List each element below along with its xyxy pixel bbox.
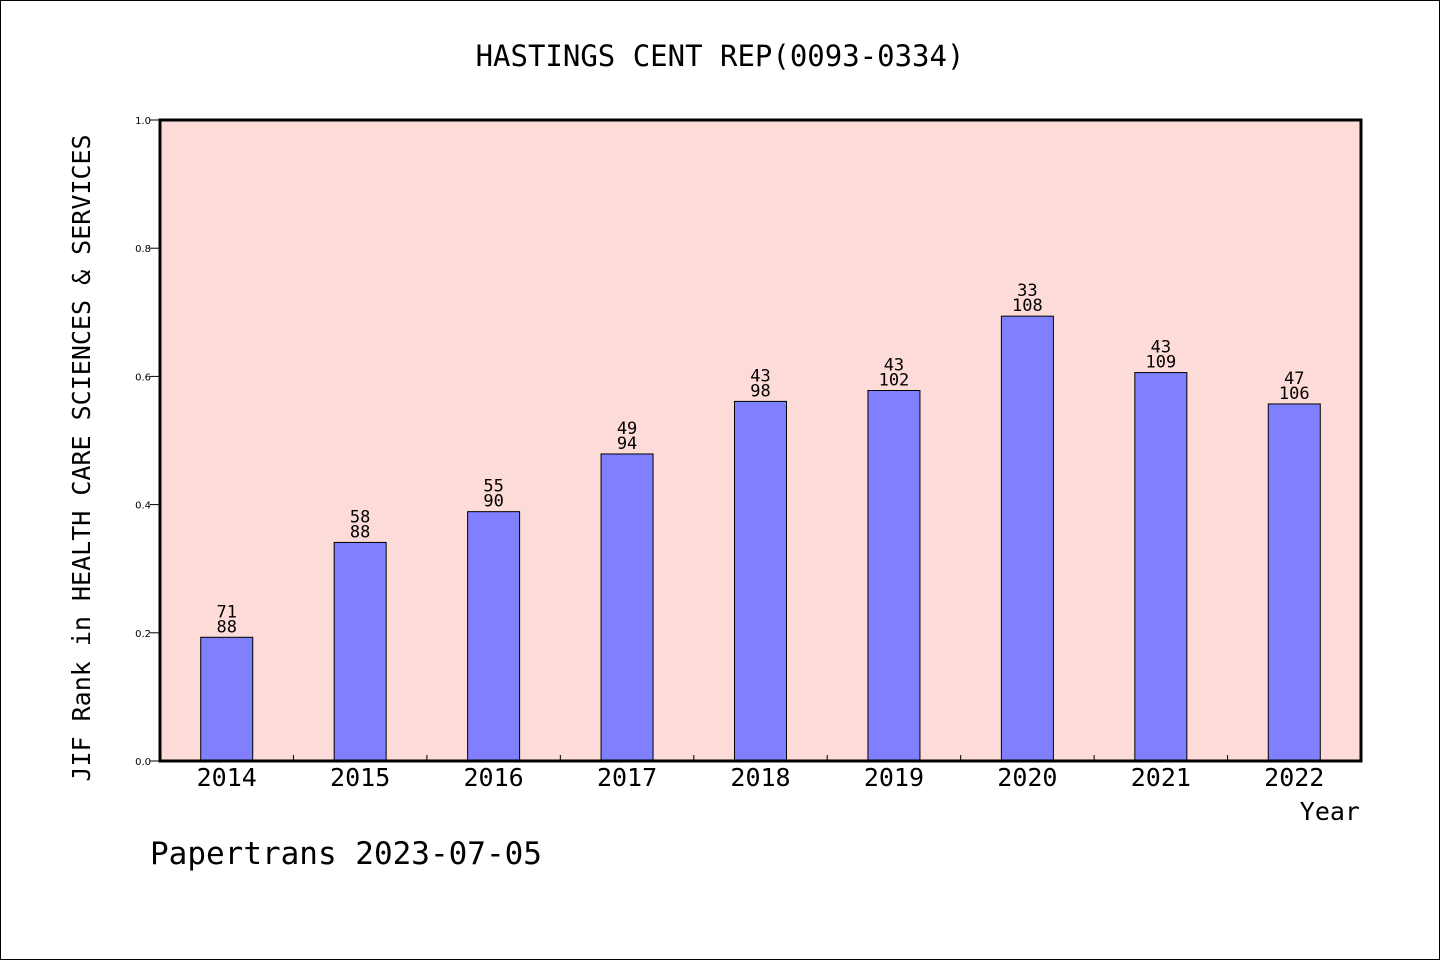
bar — [333, 541, 387, 762]
bar-rank-label: 47 — [1284, 369, 1304, 389]
y-tick-label: 0.8 — [135, 244, 151, 255]
bar-total-label: 98 — [750, 381, 770, 401]
bar — [200, 636, 254, 762]
bar — [1134, 372, 1188, 762]
bar — [1267, 403, 1321, 762]
y-tick-label: 1.0 — [135, 116, 151, 127]
bar-total-label: 108 — [1012, 296, 1043, 316]
bar-rank-label: 71 — [216, 602, 236, 622]
bar-total-label: 88 — [216, 617, 236, 637]
y-axis: 0.0 0.2 0.4 0.6 0.8 1.0 — [135, 116, 160, 768]
x-tick-label: 2021 — [1131, 763, 1191, 792]
chart-title: HASTINGS CENT REP(0093-0334) — [476, 39, 965, 73]
plot-border — [158, 118, 1363, 763]
y-tick-label: 0.2 — [135, 629, 151, 640]
y-tick-label: 0.6 — [135, 372, 151, 383]
bar-rank-label: 33 — [1017, 281, 1037, 301]
bar-total-label: 106 — [1279, 384, 1310, 404]
bar-total-label: 90 — [483, 492, 503, 512]
y-tick-label: 0.4 — [135, 501, 151, 512]
x-tick-label: 2015 — [330, 763, 390, 792]
x-tick-label: 2014 — [197, 763, 257, 792]
bar-rank-label: 49 — [617, 419, 637, 439]
x-tick-label: 2019 — [864, 763, 924, 792]
x-axis: 2014 2015 2016 2017 2018 2019 2020 2021 2022 — [197, 755, 1324, 792]
bar-rank-label: 58 — [350, 507, 370, 527]
bar — [867, 390, 921, 762]
x-tick-label: 2020 — [997, 763, 1057, 792]
bar — [1000, 315, 1054, 762]
bar-total-label: 102 — [879, 371, 910, 391]
x-tick-label: 2017 — [597, 763, 657, 792]
bar-total-label: 94 — [617, 434, 637, 454]
x-axis-label: Year — [1300, 797, 1360, 826]
x-tick-label: 2016 — [464, 763, 524, 792]
bar — [600, 453, 654, 762]
bar — [467, 511, 521, 762]
bar-total-label: 109 — [1145, 353, 1176, 373]
bar-rank-label: 43 — [750, 366, 770, 386]
bar-series — [200, 315, 1321, 762]
x-tick-label: 2022 — [1264, 763, 1324, 792]
bar — [734, 400, 787, 762]
bar-total-label: 88 — [350, 522, 370, 542]
bar-rank-label: 43 — [1151, 338, 1171, 358]
watermark-text: Papertrans 2023-07-05 — [150, 836, 542, 872]
y-axis-label: JIF Rank in HEALTH CARE SCIENCES & SERVI… — [67, 134, 96, 781]
bar-rank-label: 43 — [884, 356, 904, 376]
bar-rank-label: 55 — [483, 477, 503, 497]
y-tick-label: 0.0 — [135, 757, 151, 768]
x-tick-label: 2018 — [730, 763, 790, 792]
